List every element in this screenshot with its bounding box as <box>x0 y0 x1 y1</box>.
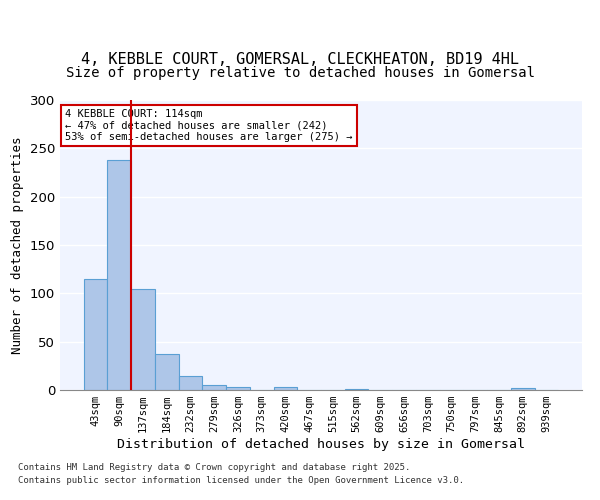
Y-axis label: Number of detached properties: Number of detached properties <box>11 136 24 354</box>
X-axis label: Distribution of detached houses by size in Gomersal: Distribution of detached houses by size … <box>117 438 525 451</box>
Bar <box>155 354 179 390</box>
Bar <box>274 387 297 390</box>
Bar <box>179 376 202 390</box>
Text: 4, KEBBLE COURT, GOMERSAL, CLECKHEATON, BD19 4HL: 4, KEBBLE COURT, GOMERSAL, CLECKHEATON, … <box>81 52 519 68</box>
Bar <box>107 160 131 390</box>
Bar <box>202 385 226 390</box>
Text: Contains HM Land Registry data © Crown copyright and database right 2025.: Contains HM Land Registry data © Crown c… <box>18 464 410 472</box>
Bar <box>131 290 155 390</box>
Bar <box>511 388 535 390</box>
Bar <box>84 279 107 390</box>
Bar <box>226 387 250 390</box>
Text: Contains public sector information licensed under the Open Government Licence v3: Contains public sector information licen… <box>18 476 464 485</box>
Text: 4 KEBBLE COURT: 114sqm
← 47% of detached houses are smaller (242)
53% of semi-de: 4 KEBBLE COURT: 114sqm ← 47% of detached… <box>65 108 353 142</box>
Text: Size of property relative to detached houses in Gomersal: Size of property relative to detached ho… <box>65 66 535 80</box>
Bar <box>345 389 368 390</box>
